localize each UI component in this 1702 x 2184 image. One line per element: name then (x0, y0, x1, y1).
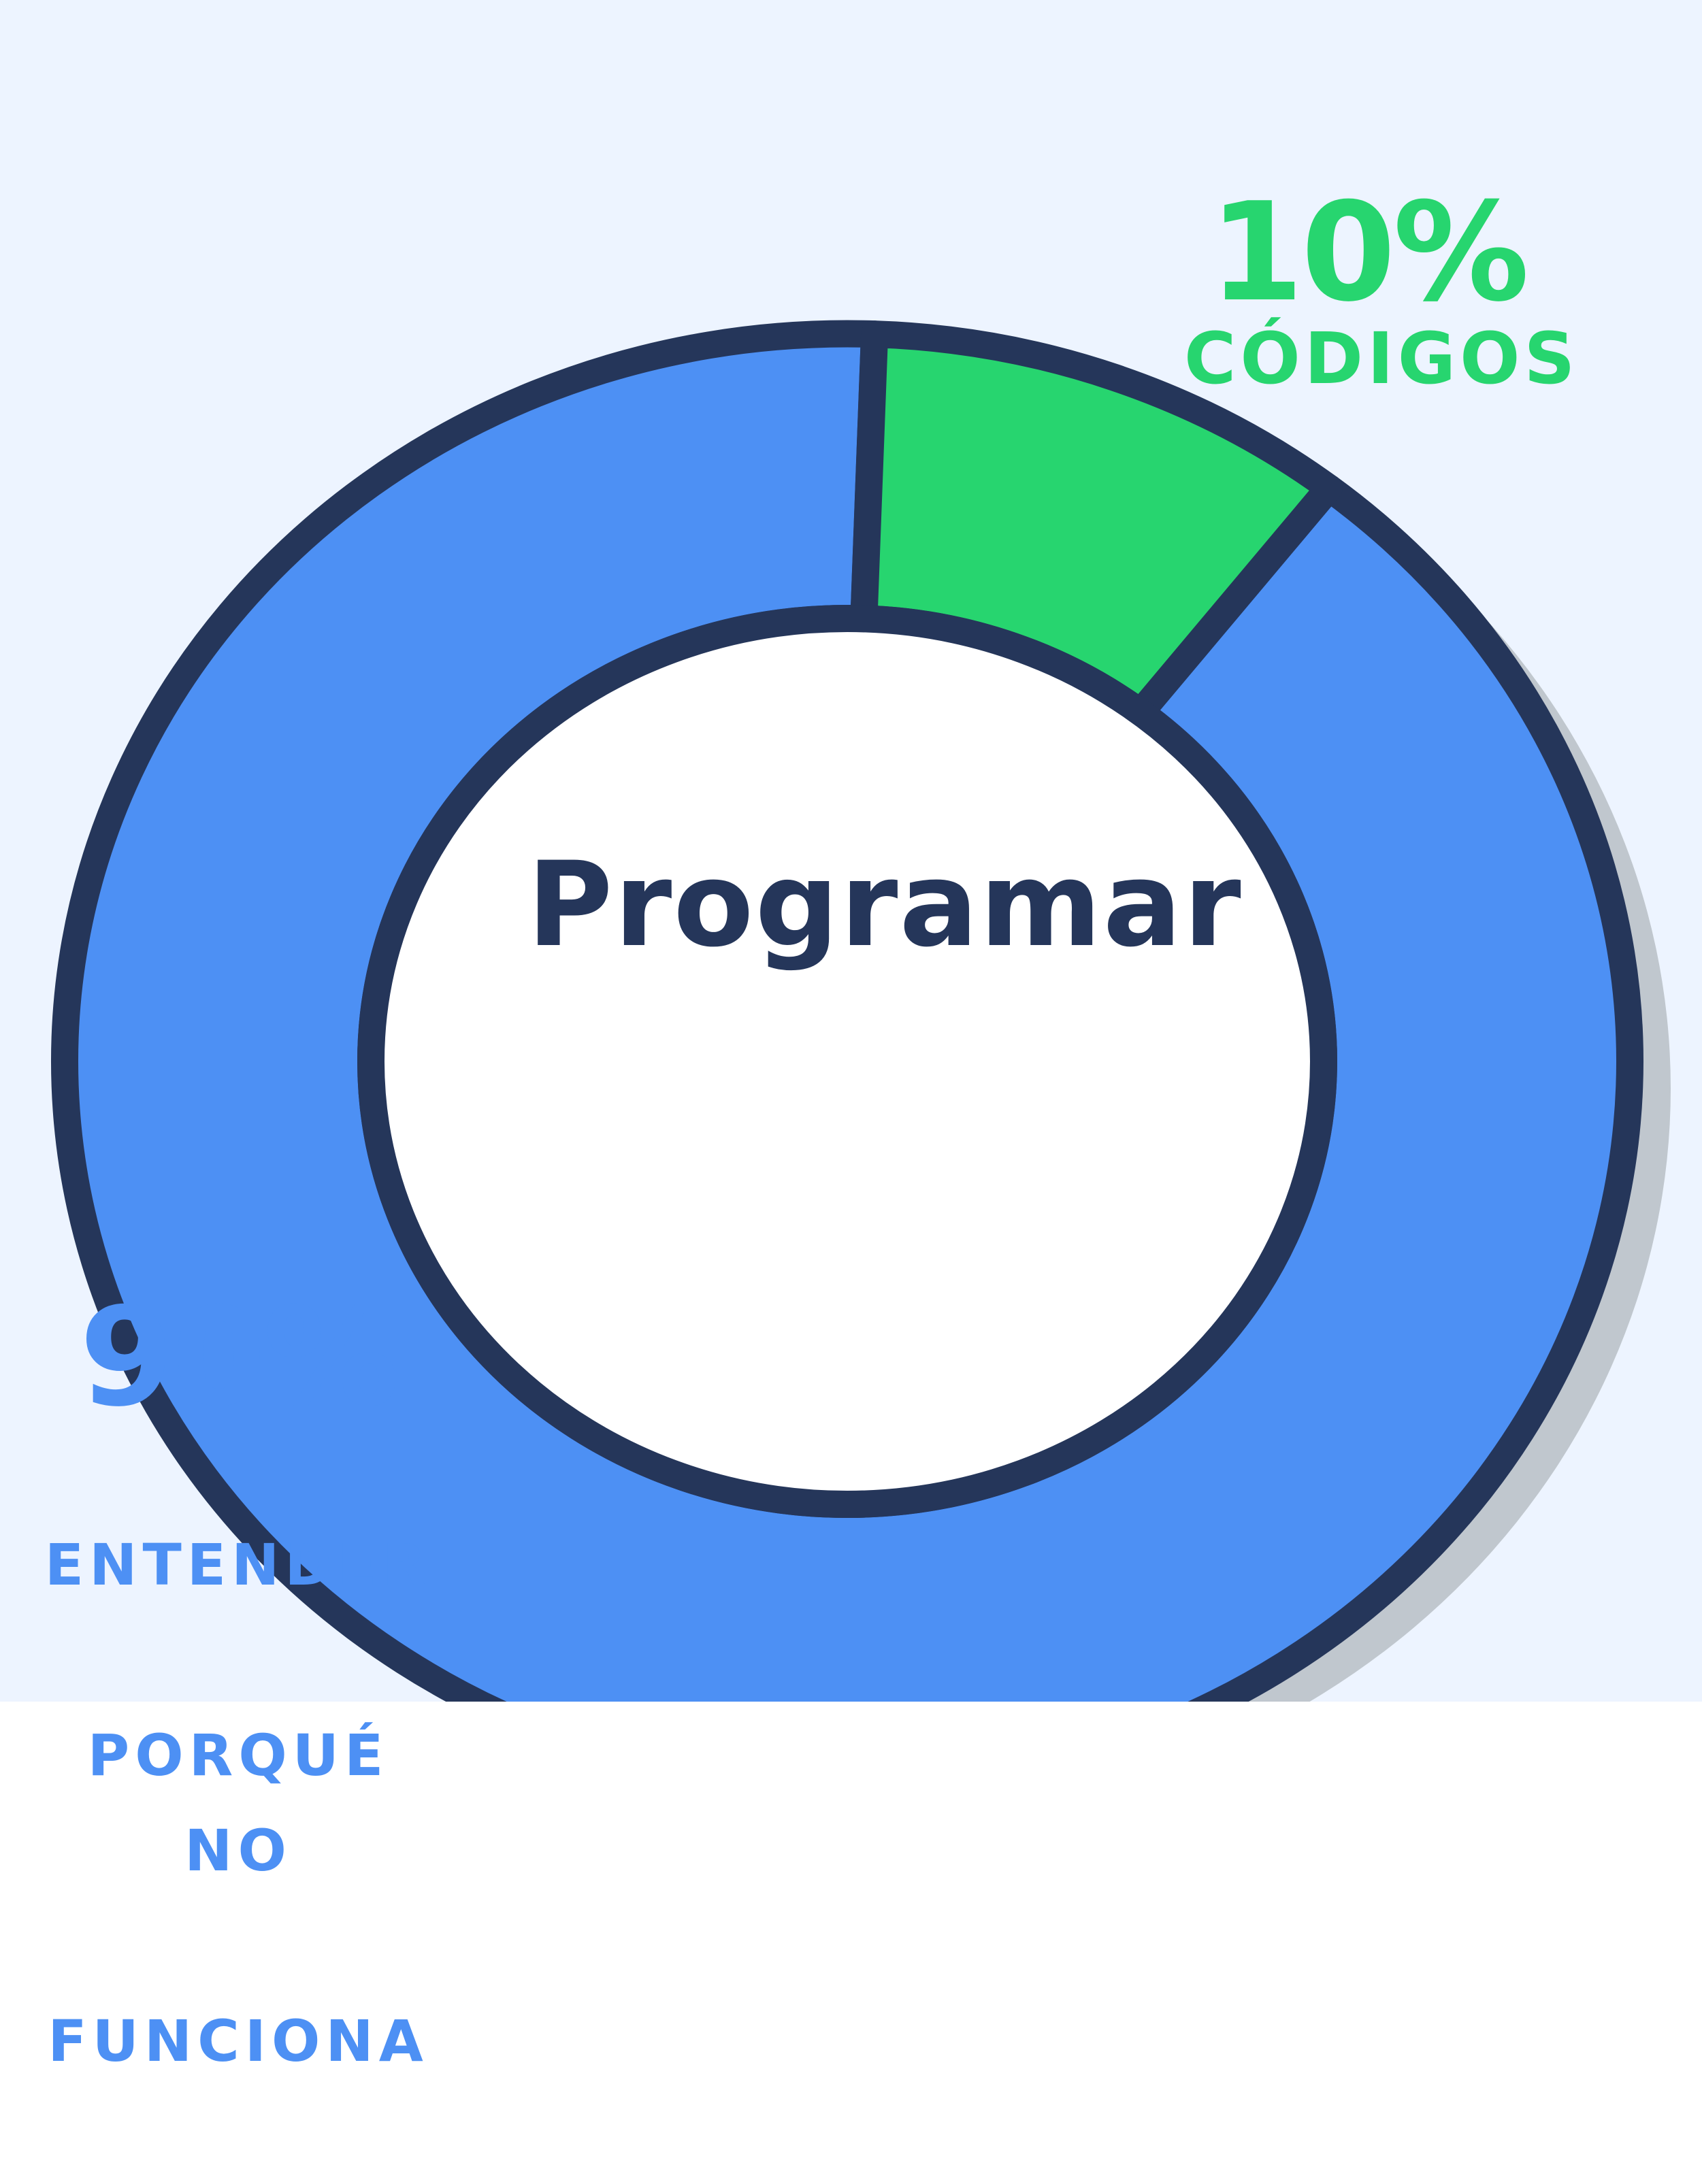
entender-label-line-3: FUNCIONA (48, 2008, 429, 2074)
entender-label-line-2: PORQUÉ NO (87, 1722, 389, 1884)
chart-center-label: Programar (527, 836, 1243, 973)
codigos-percent: 10% (1209, 173, 1530, 332)
entender-percent: 90% (79, 1278, 400, 1437)
entender-label: ENTENDER PORQUÉ NO FUNCIONA (41, 1422, 436, 2184)
donut-chart (0, 0, 1702, 1702)
codigos-label: CÓDIGOS (1184, 317, 1580, 400)
donut-center (357, 605, 1337, 1518)
entender-label-line-1: ENTENDER (44, 1532, 432, 1598)
